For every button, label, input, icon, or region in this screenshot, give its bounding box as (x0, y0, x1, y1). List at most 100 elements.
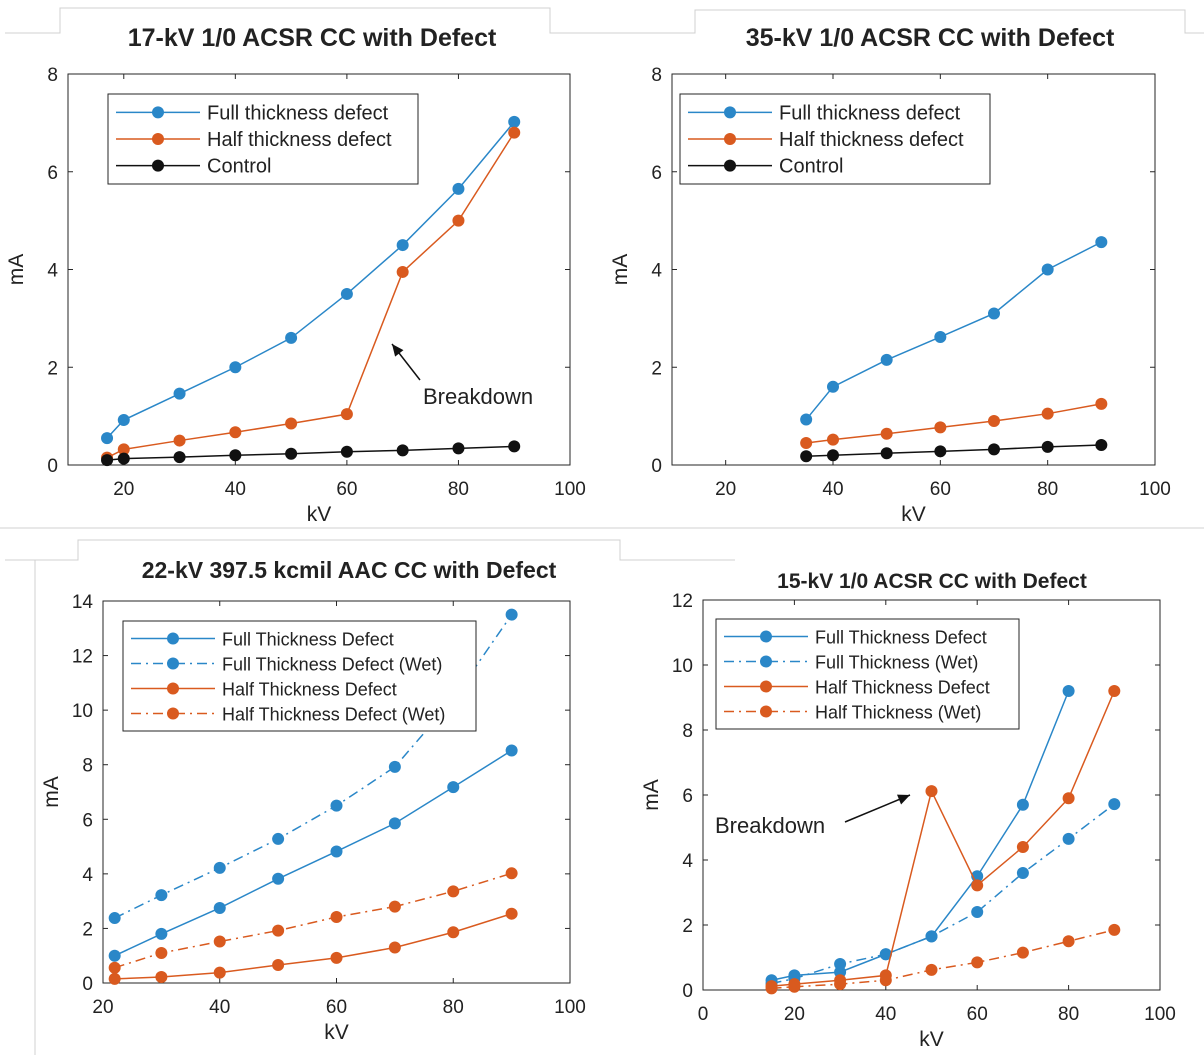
data-point (1108, 923, 1121, 936)
legend: Full thickness defect Half thickness defe… (107, 93, 419, 185)
x-tick-label: 80 (1058, 1004, 1079, 1025)
data-point (330, 951, 343, 964)
data-point (1041, 407, 1054, 420)
data-point (108, 972, 121, 985)
data-point (388, 900, 401, 913)
legend-label: Half thickness defect (779, 129, 964, 151)
legend-label: Full Thickness (Wet) (815, 653, 978, 673)
y-tick-label: 2 (651, 358, 662, 379)
legend-marker (724, 106, 736, 119)
data-point (1016, 798, 1029, 811)
y-tick-label: 8 (47, 65, 58, 86)
x-tick-label: 100 (1144, 1004, 1176, 1025)
data-point (117, 452, 130, 465)
x-axis-label: kV (307, 503, 332, 526)
legend-box (122, 620, 477, 732)
data-point (447, 885, 460, 898)
x-tick-label: 60 (326, 997, 347, 1018)
data-point (272, 924, 285, 937)
annotation-arrowhead (392, 344, 404, 357)
data-point (988, 307, 1000, 320)
y-tick-label: 10 (72, 701, 93, 722)
data-point (340, 408, 353, 421)
series-line-4 (114, 872, 512, 969)
y-tick-label: 12 (672, 591, 693, 612)
legend: Full Thickness Defect Full Thickness Defe… (122, 620, 477, 732)
data-point (1016, 841, 1029, 853)
y-tick-label: 0 (682, 981, 693, 1002)
data-point (1095, 397, 1108, 410)
data-point (155, 889, 168, 902)
y-tick-label: 8 (682, 721, 693, 742)
data-point (800, 413, 813, 426)
series-line-1 (805, 241, 1102, 421)
annotation-text: Breakdown (715, 813, 825, 838)
legend-label: Half Thickness Defect (222, 680, 397, 700)
data-point (1095, 438, 1108, 451)
data-point (1016, 867, 1029, 879)
data-point (788, 980, 801, 993)
data-point (934, 330, 947, 343)
data-point (925, 930, 938, 943)
data-point (834, 958, 847, 970)
data-point (505, 608, 518, 621)
data-point (272, 872, 285, 885)
data-point (971, 906, 984, 918)
y-tick-label: 8 (82, 756, 93, 777)
x-tick-label: 20 (92, 997, 113, 1018)
data-point (1041, 440, 1054, 453)
x-tick-label: 40 (225, 479, 246, 500)
legend-label: Half Thickness Defect (815, 678, 990, 698)
y-tick-label: 8 (651, 65, 662, 86)
panel-frames (0, 7, 1204, 1055)
legend: Full thickness defect Half thickness defe… (679, 93, 991, 185)
data-point (340, 445, 353, 458)
x-tick-label: 60 (336, 479, 357, 500)
data-point (505, 907, 518, 920)
data-point (1108, 798, 1121, 811)
y-axis-label: mA (5, 254, 28, 286)
data-point (447, 781, 460, 794)
x-tick-label: 100 (1139, 479, 1171, 500)
legend-marker (152, 133, 164, 145)
y-tick-label: 2 (682, 916, 693, 937)
data-point (988, 415, 1000, 428)
x-tick-label: 0 (698, 1004, 709, 1025)
data-point (880, 447, 893, 460)
data-point (447, 926, 460, 939)
data-point (173, 451, 186, 464)
x-axis-label: kV (324, 1021, 349, 1044)
data-point (971, 956, 984, 969)
legend-marker (760, 630, 772, 643)
data-point (988, 443, 1000, 456)
data-point (340, 287, 353, 300)
data-point (934, 421, 947, 434)
data-point (229, 449, 242, 462)
series-line-3 (114, 912, 512, 980)
x-tick-label: 20 (113, 479, 134, 500)
legend-label: Control (207, 156, 271, 178)
legend-marker (167, 682, 179, 695)
y-tick-label: 0 (47, 456, 58, 477)
data-point (173, 387, 186, 400)
x-tick-label: 40 (875, 1004, 896, 1025)
data-point (213, 966, 226, 979)
data-point (827, 449, 839, 462)
y-tick-label: 2 (82, 919, 93, 940)
series-line-4 (771, 929, 1115, 990)
legend-label: Full thickness defect (779, 102, 961, 124)
data-point (229, 426, 242, 439)
data-point (1062, 792, 1075, 805)
x-tick-label: 80 (1037, 479, 1058, 500)
legend-marker (760, 655, 772, 668)
data-point (101, 432, 114, 445)
data-point (827, 433, 839, 446)
data-point (396, 265, 409, 278)
data-point (505, 867, 518, 880)
x-tick-label: 20 (715, 479, 736, 500)
data-point (879, 948, 892, 961)
x-tick-label: 60 (967, 1004, 988, 1025)
y-tick-label: 14 (72, 592, 94, 613)
data-point (505, 744, 518, 757)
